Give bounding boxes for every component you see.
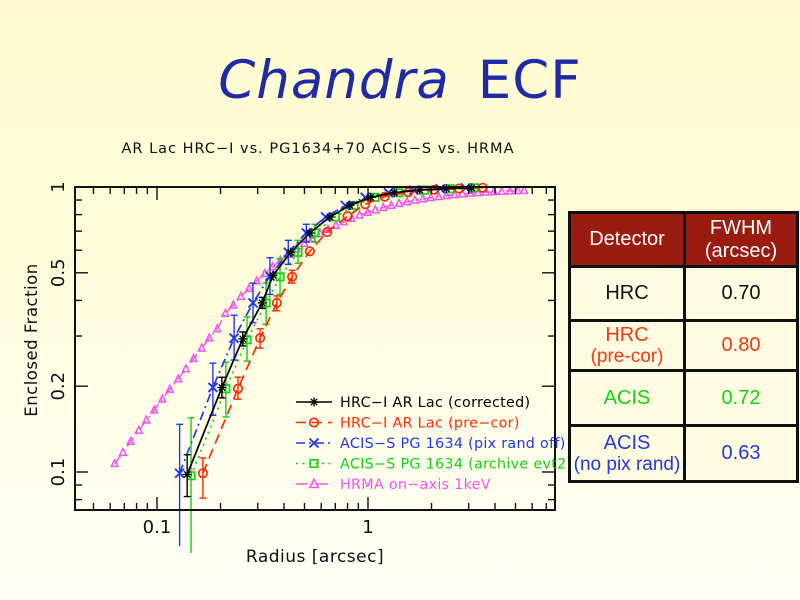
y-tick-label: 0.2 [48, 372, 69, 401]
legend-item: ACIS−S PG 1634 (archive evt2) [296, 457, 572, 473]
y-tick-label: 0.1 [48, 458, 69, 487]
legend-label: ACIS−S PG 1634 (pix rand off) [340, 436, 566, 452]
detector-cell: HRC [568, 265, 686, 322]
plot-frame [74, 186, 556, 511]
legend-label: ACIS−S PG 1634 (archive evt2) [340, 457, 572, 473]
fwhm-value-cell: 0.72 [683, 369, 799, 427]
legend-label: HRC−I AR Lac (pre−cor) [340, 416, 520, 432]
table-header-row: Detector FWHM (arcsec) [568, 211, 799, 268]
plot-title: AR Lac HRC−I vs. PG1634+70 ACIS−S vs. HR… [121, 141, 514, 157]
table-row: ACIS (no pix rand) 0.63 [568, 424, 799, 483]
table-row: ACIS 0.72 [568, 369, 799, 427]
y-axis-label: Enclosed Fraction [22, 263, 41, 416]
legend-item: HRMA on−axis 1keV [296, 477, 491, 493]
header-cell-fwhm: FWHM (arcsec) [683, 211, 799, 268]
legend-label: HRMA on−axis 1keV [340, 477, 491, 493]
series-square [186, 183, 480, 553]
legend-item: HRC−I AR Lac (corrected) [296, 395, 530, 411]
ecf-plot: 0.1 1 1 0.5 0.2 0.1 AR Lac HRC−I vs. PG1634+70… [22, 141, 572, 567]
detector-cell: ACIS (no pix rand) [568, 424, 686, 483]
y-tick-label: 1 [48, 181, 69, 192]
detector-name: HRC [605, 323, 649, 346]
fwhm-value-cell: 0.70 [683, 265, 799, 322]
x-axis-label: Radius [arcsec] [246, 547, 384, 567]
fwhm-table: Detector FWHM (arcsec) HRC 0.70 HRC (pre… [568, 211, 799, 483]
detector-name-sub: (pre-cor) [590, 346, 664, 368]
detector-name: ACIS [603, 431, 651, 454]
header-cell-detector: Detector [568, 211, 686, 268]
legend-item: ACIS−S PG 1634 (pix rand off) [296, 436, 566, 452]
detector-name-sub: (no pix rand) [573, 454, 681, 476]
legend-item: HRC−I AR Lac (pre−cor) [296, 416, 520, 432]
detector-cell: HRC (pre-cor) [568, 319, 686, 372]
title-word-chandra: Chandra [218, 50, 450, 111]
title-word-ecf: ECF [477, 50, 582, 111]
fwhm-value-cell: 0.80 [683, 319, 799, 372]
header-fwhm-line2: (arcsec) [704, 239, 778, 262]
x-tick-label: 1 [362, 517, 373, 538]
detector-cell: ACIS [568, 369, 686, 427]
page-title: Chandra ECF [0, 50, 800, 111]
fwhm-value-cell: 0.63 [683, 424, 799, 483]
legend-label: HRC−I AR Lac (corrected) [340, 395, 530, 411]
table-row: HRC (pre-cor) 0.80 [568, 319, 799, 372]
header-fwhm-line1: FWHM [709, 217, 773, 240]
detector-name: ACIS [603, 386, 651, 409]
x-tick-label: 0.1 [143, 517, 172, 538]
table-row: HRC 0.70 [568, 265, 799, 322]
y-tick-label: 0.5 [48, 258, 69, 287]
detector-name: HRC [605, 282, 649, 305]
